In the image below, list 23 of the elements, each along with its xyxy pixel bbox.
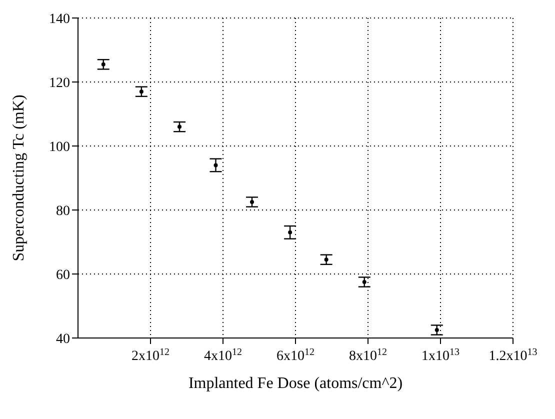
y-tick-label: 60 <box>56 268 70 283</box>
x-tick-label: 1.2x10$^{13}$ <box>488 346 538 364</box>
point <box>362 280 366 284</box>
point <box>250 200 254 204</box>
point <box>324 258 328 262</box>
y-tick-label: 100 <box>49 140 70 155</box>
point <box>139 90 144 94</box>
y-tick-label: 120 <box>49 76 70 91</box>
point <box>178 124 182 129</box>
y-axis-title: Superconducting Tc (mK) <box>10 94 28 262</box>
y-tick-label: 140 <box>49 12 70 27</box>
x-tick-label: 8x10$^{12}$ <box>349 346 387 364</box>
x-tick-label: 4x10$^{12}$ <box>204 346 242 364</box>
point <box>288 230 292 234</box>
point <box>101 62 106 66</box>
x-tick-label: 6x10$^{12}$ <box>276 346 314 364</box>
y-tick-label: 40 <box>56 332 70 347</box>
y-tick-label: 80 <box>56 204 70 219</box>
point <box>214 163 218 168</box>
x-tick-label: 2x10$^{12}$ <box>132 346 170 364</box>
x-tick-label: 1x10$^{13}$ <box>422 346 460 364</box>
point <box>434 328 439 332</box>
x-axis-title: Implanted Fe Dose (atoms/cm^2) <box>188 375 403 392</box>
